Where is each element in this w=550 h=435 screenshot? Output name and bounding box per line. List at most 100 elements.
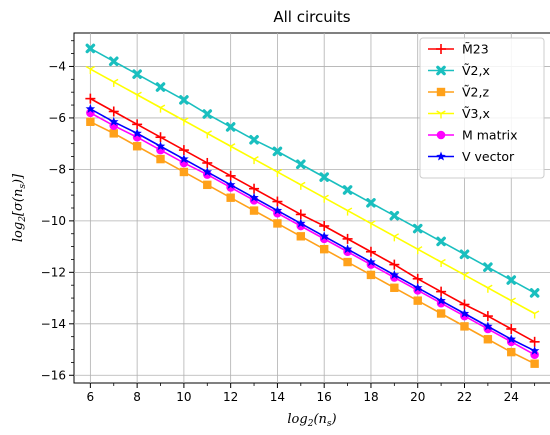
x-axis-title-sub2: s — [327, 419, 332, 429]
series-2 — [86, 117, 539, 368]
series-0 — [85, 93, 540, 347]
data-point — [249, 183, 260, 194]
series-line — [89, 112, 536, 356]
legend-entry: V vector — [428, 149, 515, 164]
data-point — [507, 347, 516, 357]
series-line — [89, 97, 536, 343]
y-tick-label: −10 — [41, 214, 66, 228]
data-point — [296, 218, 306, 228]
data-point — [459, 271, 470, 280]
y-tick-label: −4 — [48, 59, 66, 73]
y-axis-title-close: )] — [11, 173, 26, 185]
data-point — [155, 132, 166, 143]
x-tick-label: 6 — [87, 390, 95, 404]
data-point — [155, 141, 166, 151]
data-point — [319, 231, 329, 241]
data-point — [366, 220, 376, 229]
legend-entry: Ṽ2,x — [428, 63, 490, 78]
x-tick-label: 14 — [270, 390, 285, 404]
legend-marker — [436, 87, 446, 97]
data-point — [85, 93, 96, 104]
y-tick-label: −14 — [41, 317, 66, 331]
data-point — [296, 232, 306, 241]
data-point — [272, 146, 283, 157]
x-tick-label: 10 — [176, 390, 191, 404]
x-tick-label: 18 — [363, 390, 378, 404]
legend-entry: M matrix — [428, 128, 518, 143]
data-point — [436, 286, 447, 297]
x-tick-label: 16 — [317, 390, 332, 404]
x-axis-title: log2(ns) — [287, 412, 336, 429]
data-point — [413, 296, 422, 305]
data-point — [179, 95, 189, 105]
data-point — [506, 297, 516, 306]
series-3 — [85, 65, 540, 319]
data-point — [530, 359, 539, 368]
data-point — [225, 179, 236, 189]
data-point — [460, 322, 469, 331]
data-point — [156, 154, 165, 164]
legend-label: Ṽ2,x — [462, 63, 490, 78]
legend-marker — [436, 110, 446, 119]
y-tick-label: −8 — [48, 162, 66, 176]
series-1 — [85, 43, 540, 298]
data-point — [342, 185, 353, 195]
data-point — [459, 249, 470, 260]
data-point — [108, 106, 119, 117]
x-axis-title-close: ) — [331, 412, 337, 427]
data-point — [319, 172, 329, 182]
legend-marker — [436, 44, 446, 54]
y-axis-title-main: log — [11, 222, 26, 242]
data-point — [249, 206, 259, 215]
data-point — [482, 311, 493, 322]
data-point — [249, 192, 259, 202]
data-point — [319, 244, 329, 254]
legend-label: V vector — [462, 149, 515, 164]
data-point — [389, 210, 400, 221]
data-point — [86, 117, 95, 126]
data-point — [529, 345, 540, 355]
chart-title: All circuits — [273, 8, 350, 26]
data-point — [412, 223, 423, 234]
data-point — [179, 117, 189, 126]
x-tick-label: 24 — [504, 390, 519, 404]
y-tick-label: −16 — [41, 368, 66, 382]
x-tick-label: 12 — [223, 390, 238, 404]
data-point — [85, 65, 96, 75]
data-point — [529, 336, 540, 347]
data-point — [529, 310, 540, 319]
y-tick-label: −12 — [41, 265, 66, 279]
data-point — [483, 262, 493, 272]
data-point — [132, 119, 143, 130]
data-point — [529, 288, 540, 298]
legend-marker — [436, 130, 446, 140]
data-point — [342, 233, 353, 244]
y-axis-title: log2[σ(ns)] — [11, 173, 28, 242]
data-point — [226, 193, 235, 202]
data-point — [109, 78, 119, 87]
data-point — [178, 145, 189, 156]
x-tick-label: 20 — [410, 390, 425, 404]
legend-entry: Ṽ3,x — [428, 106, 490, 121]
data-point — [109, 129, 118, 138]
x-tick-label: 8 — [133, 390, 141, 404]
data-point — [202, 157, 213, 168]
data-point — [506, 334, 517, 344]
x-axis-title-arg: (n — [313, 412, 326, 427]
data-point — [412, 282, 423, 292]
data-point — [273, 219, 282, 228]
data-point — [272, 205, 283, 215]
data-point — [249, 135, 259, 145]
data-point — [342, 244, 353, 254]
data-point — [85, 43, 96, 54]
legend-label: Ṽ3,x — [462, 106, 490, 121]
data-point — [319, 221, 330, 232]
data-point — [249, 155, 259, 165]
data-point — [108, 116, 119, 126]
data-point — [389, 259, 400, 270]
y-axis-title-sub2: s — [18, 184, 28, 189]
y-axis-title-arg: [σ(n — [11, 189, 26, 216]
legend-label: Ṽ2,z — [462, 85, 489, 100]
data-point — [202, 109, 213, 119]
legend-marker — [436, 65, 446, 76]
